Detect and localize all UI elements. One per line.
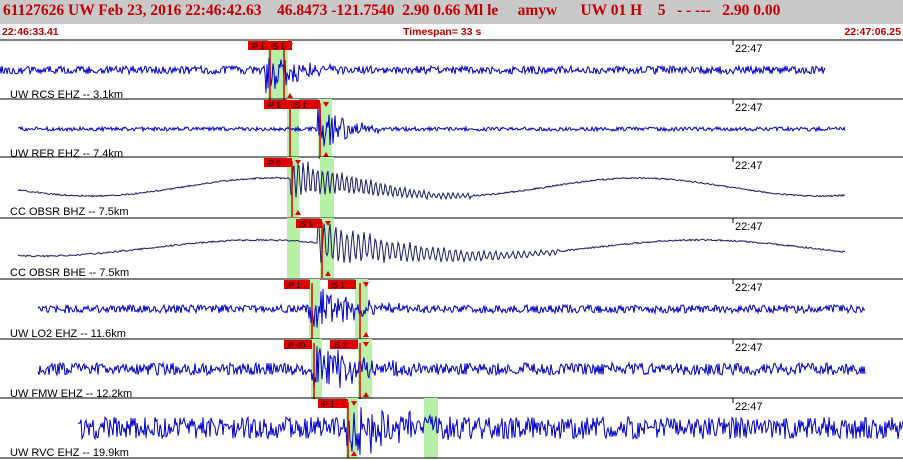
pick-label: iS 1 — [331, 281, 345, 290]
header-bar: 61127626 UW Feb 23, 2016 22:46:42.63 46.… — [0, 0, 903, 24]
waveform-trace — [18, 222, 846, 264]
station-label: CC OBSR BHZ -- 7.5km — [10, 206, 129, 218]
pick-label-box — [284, 340, 312, 349]
arrival-marker — [325, 271, 331, 276]
pick-label: iP 1 — [251, 42, 265, 51]
arrival-marker — [363, 392, 369, 397]
station-label: UW RVC EHZ -- 19.9km — [10, 447, 129, 459]
time-end-label: 22:47:06.25 — [844, 26, 901, 38]
pick-label: iP 1 — [267, 101, 281, 110]
time-tick-label: 22:47 — [735, 102, 763, 114]
arrival-marker — [363, 342, 369, 347]
pick-label: iS 1 — [299, 220, 313, 229]
waveform-trace — [17, 161, 846, 201]
time-tick-label: 22:47 — [735, 43, 763, 55]
timespan-label: Timespan= 33 s — [403, 26, 482, 38]
pick-label: iS 1 — [293, 101, 307, 110]
arrival-marker — [323, 152, 329, 157]
arrival-marker — [351, 401, 357, 406]
pick-window — [287, 157, 299, 217]
station-label: UW FMW EHZ -- 12.2km — [10, 388, 132, 400]
time-tick-label: 22:47 — [735, 221, 763, 233]
pick-window — [318, 99, 332, 159]
pick-label-box — [248, 41, 270, 50]
pick-window — [424, 398, 438, 458]
pick-window — [346, 398, 358, 458]
station-label: CC OBSR BHE -- 7.5km — [10, 267, 129, 279]
arrival-marker — [295, 160, 301, 165]
pick-window — [287, 218, 300, 278]
event-title: 61127626 UW Feb 23, 2016 22:46:42.63 46.… — [3, 2, 781, 19]
waveform-trace — [37, 288, 866, 328]
pick-window — [320, 157, 334, 217]
waveform-trace — [17, 107, 846, 147]
station-label: UW LO2 EHZ -- 11.6km — [10, 328, 126, 340]
pick-label: iP 1 — [321, 400, 335, 409]
arrival-marker — [295, 210, 301, 215]
arrival-marker — [363, 282, 369, 287]
pick-label: iP d0 — [287, 341, 306, 350]
arrival-marker — [351, 451, 357, 456]
waveform-trace — [78, 407, 903, 456]
pick-label-box — [264, 158, 292, 167]
station-label: UW RCS EHZ -- 3.1km — [10, 89, 123, 101]
station-label: UW RER EHZ -- 7.4km — [10, 148, 123, 160]
waveform-trace — [37, 346, 866, 389]
time-tick-label: 22:47 — [735, 282, 763, 294]
pick-label-box — [296, 219, 322, 228]
arrival-marker — [363, 332, 369, 337]
arrival-marker — [323, 102, 329, 107]
pick-label-box — [328, 280, 356, 289]
time-tick-label: 22:47 — [735, 342, 763, 354]
pick-label-box — [330, 340, 358, 349]
pick-label: iP 1 — [287, 281, 301, 290]
pick-label: iP 0 — [267, 159, 281, 168]
arrival-marker — [287, 43, 293, 48]
arrival-marker — [287, 93, 293, 98]
pick-label: iS 1 — [271, 42, 285, 51]
pick-label-box — [264, 100, 290, 109]
pick-window — [309, 279, 320, 339]
pick-label-box — [268, 41, 292, 50]
pick-label-box — [290, 100, 320, 109]
time-tick-label: 22:47 — [735, 401, 763, 413]
arrival-marker — [325, 221, 331, 226]
waveform-trace — [0, 58, 826, 94]
pick-label-box — [318, 399, 348, 408]
time-tick-label: 22:47 — [735, 160, 763, 172]
pick-label: iS 2 — [333, 341, 347, 350]
time-start-label: 22:46:33.41 — [2, 26, 59, 38]
pick-window — [355, 279, 368, 339]
pick-label-box — [284, 280, 310, 289]
